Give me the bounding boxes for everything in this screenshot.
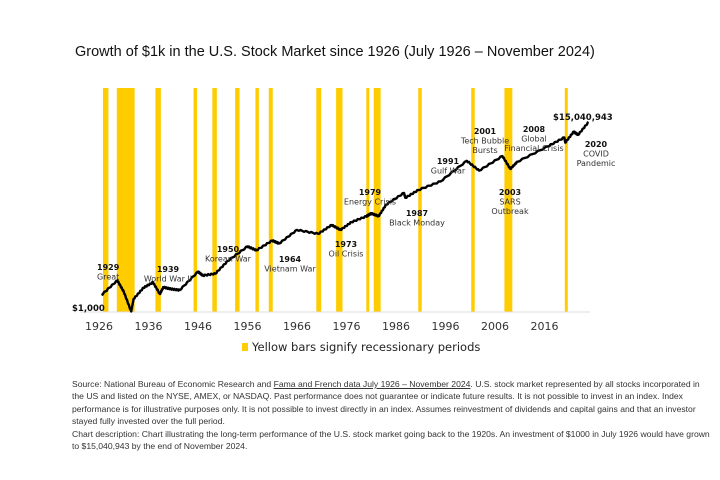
annotation-year: 1979 (359, 188, 382, 197)
x-tick-label: 1986 (382, 320, 410, 333)
annotation-label: Tech Bubble (460, 137, 509, 146)
x-tick-label: 1976 (333, 320, 361, 333)
recession-bar (564, 88, 568, 312)
growth-line (100, 121, 590, 313)
x-tick-label: 1956 (234, 320, 262, 333)
chart-description: Chart description: Chart illustrating th… (72, 428, 710, 452)
source-link[interactable]: Fama and French data July 1926 – Novembe… (273, 379, 471, 389)
annotation-label: Oil Crisis (329, 250, 364, 259)
annotation-year: 2003 (499, 188, 521, 197)
x-tick-label: 1936 (135, 320, 163, 333)
annotation-label: World War II (144, 275, 192, 284)
recession-bar (102, 88, 109, 312)
growth-chart: 1926 1936 1946 1956 1966 1976 1986 1996 2006 2016… (72, 88, 616, 333)
recession-bar (336, 88, 343, 312)
annotation-year: 2001 (474, 127, 497, 136)
legend: Yellow bars signify recessionary periods (242, 340, 480, 354)
annotation-label: Great (97, 273, 119, 282)
recession-bar (366, 88, 370, 312)
annotation-label: Outbreak (491, 207, 529, 216)
recession-bar (155, 88, 161, 312)
x-tick-label: 1946 (184, 320, 212, 333)
annotation-year: 1950 (217, 245, 240, 254)
recession-bar (255, 88, 259, 312)
recession-bar (418, 88, 422, 312)
annotation-label: SARS (499, 198, 520, 207)
recession-bar (193, 88, 198, 312)
annotation-label: Korean War (205, 255, 252, 264)
annotation-label: Vietnam War (264, 265, 316, 274)
annotation-year: 1991 (437, 157, 460, 166)
end-value-label: $15,040,943 (553, 113, 613, 123)
start-value-label: $1,000 (72, 304, 105, 314)
x-tick-label: 2006 (481, 320, 509, 333)
annotation-year: 1939 (157, 265, 180, 274)
recession-bar (504, 88, 513, 312)
annotation-year: 1964 (279, 255, 302, 264)
recession-bar (268, 88, 273, 312)
annotation-year: 2020 (585, 140, 608, 149)
x-tick-label: 2016 (531, 320, 559, 333)
recession-bar (373, 88, 381, 312)
annotation-label: COVID (583, 150, 609, 159)
source-text-rest: . U.S. stock market represented by all s… (72, 379, 700, 427)
x-tick-label: 1996 (432, 320, 460, 333)
annotation-label: Financial Crisis (504, 144, 563, 153)
annotation-label: Bursts (472, 146, 497, 155)
annotation-label: Gulf War (431, 167, 466, 176)
annotation-year: 1929 (97, 263, 120, 272)
source-text: Source: National Bureau of Economic Rese… (72, 379, 274, 389)
source-note: Source: National Bureau of Economic Rese… (72, 378, 712, 428)
annotation-year: 2008 (523, 125, 546, 134)
footnotes: Source: National Bureau of Economic Rese… (72, 378, 712, 452)
recession-bar (316, 88, 322, 312)
recession-bar (116, 88, 135, 312)
legend-label: Yellow bars signify recessionary periods (252, 340, 481, 354)
annotation-label: Energy Crisis (344, 198, 396, 207)
annotation-year: 1987 (406, 209, 428, 218)
annotation-label: Pandemic (577, 159, 616, 168)
legend-swatch (242, 343, 248, 351)
x-tick-label: 1966 (283, 320, 311, 333)
chart-title: Growth of $1k in the U.S. Stock Market s… (75, 44, 595, 60)
annotation-label: Black Monday (389, 219, 445, 228)
recession-bar (471, 88, 475, 312)
annotation-label: Global (521, 135, 547, 144)
annotation-year: 1973 (335, 240, 357, 249)
recession-bar (235, 88, 240, 312)
x-tick-label: 1926 (85, 320, 113, 333)
recession-bar (212, 88, 217, 312)
